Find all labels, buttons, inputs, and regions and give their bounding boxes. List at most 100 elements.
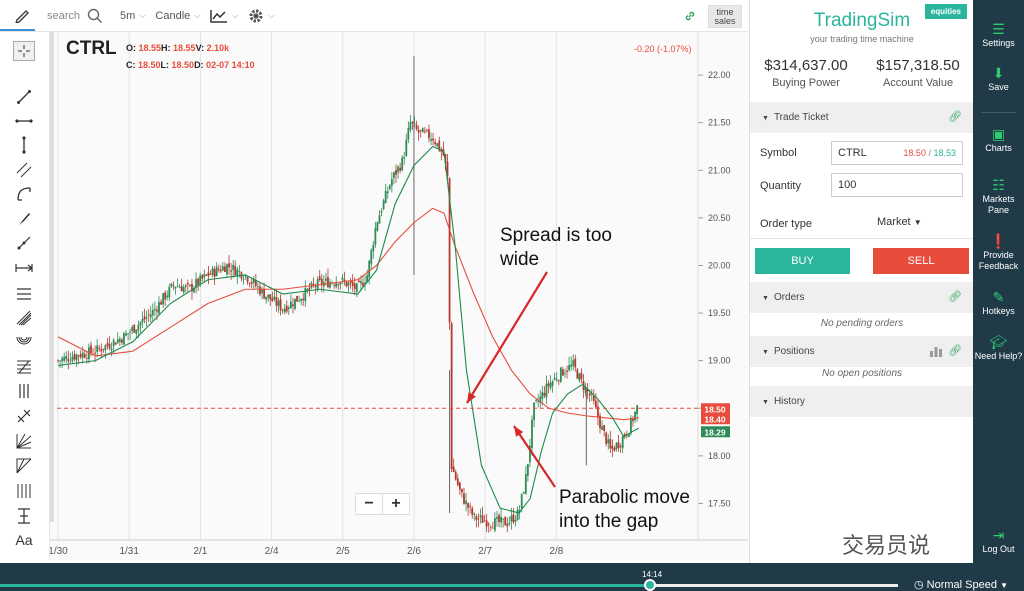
fib-fan-tool[interactable] [13, 308, 35, 328]
link-icon[interactable]: 🔗︎ [948, 111, 962, 123]
history-header[interactable]: ▼ History [750, 386, 974, 417]
fib-extension-tool[interactable] [13, 506, 35, 526]
candle-body [522, 492, 525, 494]
sidebar-item-hotkeys[interactable]: ✎ Hotkeys [973, 290, 1024, 317]
order-type-select[interactable]: Market ▼ [877, 216, 922, 228]
gann-fan-tool[interactable] [13, 332, 35, 352]
chart-area[interactable]: 1/30 1/31 2/1 2/4 2/5 2/6 2/7 2/8 22.00 21.50 21.0… [48, 32, 748, 560]
sidebar-item-settings[interactable]: ☰ Settings [973, 22, 1024, 49]
chevron-down-icon: ⌵ [232, 10, 239, 20]
orders-title: Orders [773, 292, 805, 303]
y-tick-label: 17.50 [708, 498, 731, 508]
candle-body [73, 354, 76, 360]
cross-line-tool[interactable] [13, 406, 35, 426]
quantity-field[interactable]: 100 [831, 173, 963, 197]
sidebar-item-markets-pane[interactable]: ☷ Markets Pane [973, 178, 1024, 216]
candle-body [504, 517, 507, 526]
x-tick-label: 2/4 [265, 546, 279, 557]
buy-button[interactable]: BUY [755, 248, 850, 274]
candle-body [180, 286, 183, 292]
measure-tool[interactable] [13, 258, 35, 278]
candle-body [632, 418, 634, 422]
candle-body [341, 277, 344, 280]
trade-ticket-header[interactable]: ▼ Trade Ticket 🔗︎ [750, 102, 974, 133]
price-chart[interactable]: 1/30 1/31 2/1 2/4 2/5 2/6 2/7 2/8 22.00 21.50 21.0… [48, 32, 748, 560]
interval-select[interactable]: 5m ⌵ [108, 0, 150, 31]
chart-settings-button[interactable]: ⌵ [243, 0, 279, 31]
pitchfork-tool[interactable] [13, 456, 35, 476]
link-icon[interactable] [684, 10, 696, 22]
candle-body [399, 167, 402, 171]
speed-select[interactable]: ◷ Normal Speed ▼ [914, 578, 1008, 591]
candle-body [298, 300, 301, 302]
candle-body [533, 402, 535, 420]
candle-body [547, 383, 550, 387]
tagline: your trading time machine [810, 34, 914, 44]
link-icon[interactable]: 🔗︎ [948, 345, 962, 357]
orders-header[interactable]: ▼ Orders 🔗︎ [750, 282, 974, 313]
candle-body [287, 307, 290, 309]
indicators-button[interactable]: ⌵ [205, 0, 243, 31]
zoom-in-button[interactable]: + [391, 495, 401, 512]
arrow-line-tool[interactable] [13, 233, 35, 253]
sidebar-item-charts[interactable]: ▣ Charts [973, 127, 1024, 154]
search-box[interactable]: search [35, 0, 108, 31]
text-tool[interactable]: Aa [15, 532, 33, 548]
sidebar-item-help[interactable]: 🎓︎ Need Help? [973, 335, 1024, 362]
candle-body [613, 447, 616, 451]
candle-body [559, 367, 562, 382]
positions-header[interactable]: ▼ Positions 🔗︎ [750, 336, 974, 367]
vertical-lines-tool[interactable] [13, 381, 35, 401]
curve-tool[interactable] [13, 184, 35, 204]
horizontal-ray-tool[interactable] [13, 111, 35, 131]
crosshair-tool[interactable] [13, 41, 35, 61]
chart-type-select[interactable]: Candle ⌵ [150, 0, 205, 31]
candle-body [224, 266, 226, 273]
candle-body [603, 425, 606, 432]
candle-body [489, 526, 492, 528]
zoom-out-button[interactable]: − [356, 494, 383, 514]
account-value-stat: $157,318.50 Account Value [862, 57, 974, 89]
candle-body [477, 518, 480, 520]
trend-line-tool[interactable] [13, 87, 35, 107]
timeline-handle[interactable] [644, 579, 656, 591]
sidebar-item-feedback[interactable]: ❗ Provide Feedback [973, 234, 1024, 272]
ohlc-volume: 2.10k [206, 43, 230, 53]
gann-box-tool[interactable] [13, 431, 35, 451]
vertical-line-tool[interactable] [13, 135, 35, 155]
sidebar-item-logout[interactable]: ⇥ Log Out [973, 528, 1024, 555]
horizontal-lines-tool[interactable] [13, 284, 35, 304]
sell-button[interactable]: SELL [873, 248, 969, 274]
grid-lines-tool[interactable] [13, 481, 35, 501]
candle-body [263, 288, 265, 299]
sidebar-item-save[interactable]: ⬇ Save [973, 66, 1024, 93]
candle-body [529, 445, 531, 463]
draw-pencil-button[interactable] [0, 1, 35, 31]
brush-tool[interactable] [13, 209, 35, 229]
candle-body [57, 360, 59, 362]
fib-retracement-tool[interactable] [13, 356, 35, 376]
time-sales-button[interactable]: time sales [708, 5, 742, 28]
sidebar-label: Need Help? [974, 351, 1023, 361]
candle-body [498, 515, 500, 523]
link-icon[interactable]: 🔗︎ [948, 291, 962, 303]
candle-body [574, 358, 577, 368]
candle-body [65, 356, 68, 359]
candle-body [259, 286, 261, 295]
candle-body [205, 274, 208, 276]
candle-body [104, 345, 107, 351]
chart-scrollbar[interactable] [50, 32, 54, 522]
candle-body [444, 154, 447, 164]
candle-body [275, 297, 278, 306]
grid-lines-icon [17, 484, 31, 498]
equities-badge[interactable]: equities [924, 4, 967, 19]
candle-body [335, 282, 338, 288]
symbol-field[interactable]: CTRL 18.50 / 18.53 [831, 141, 963, 165]
time-sales-line2: sales [714, 16, 736, 26]
sidebar-label: Provide Feedback [978, 250, 1019, 271]
bar-chart-icon[interactable] [930, 346, 942, 357]
parallel-channel-tool[interactable] [13, 160, 35, 180]
x-tick-label: 2/6 [407, 546, 421, 557]
candle-body [234, 265, 237, 276]
candle-body [191, 283, 193, 292]
